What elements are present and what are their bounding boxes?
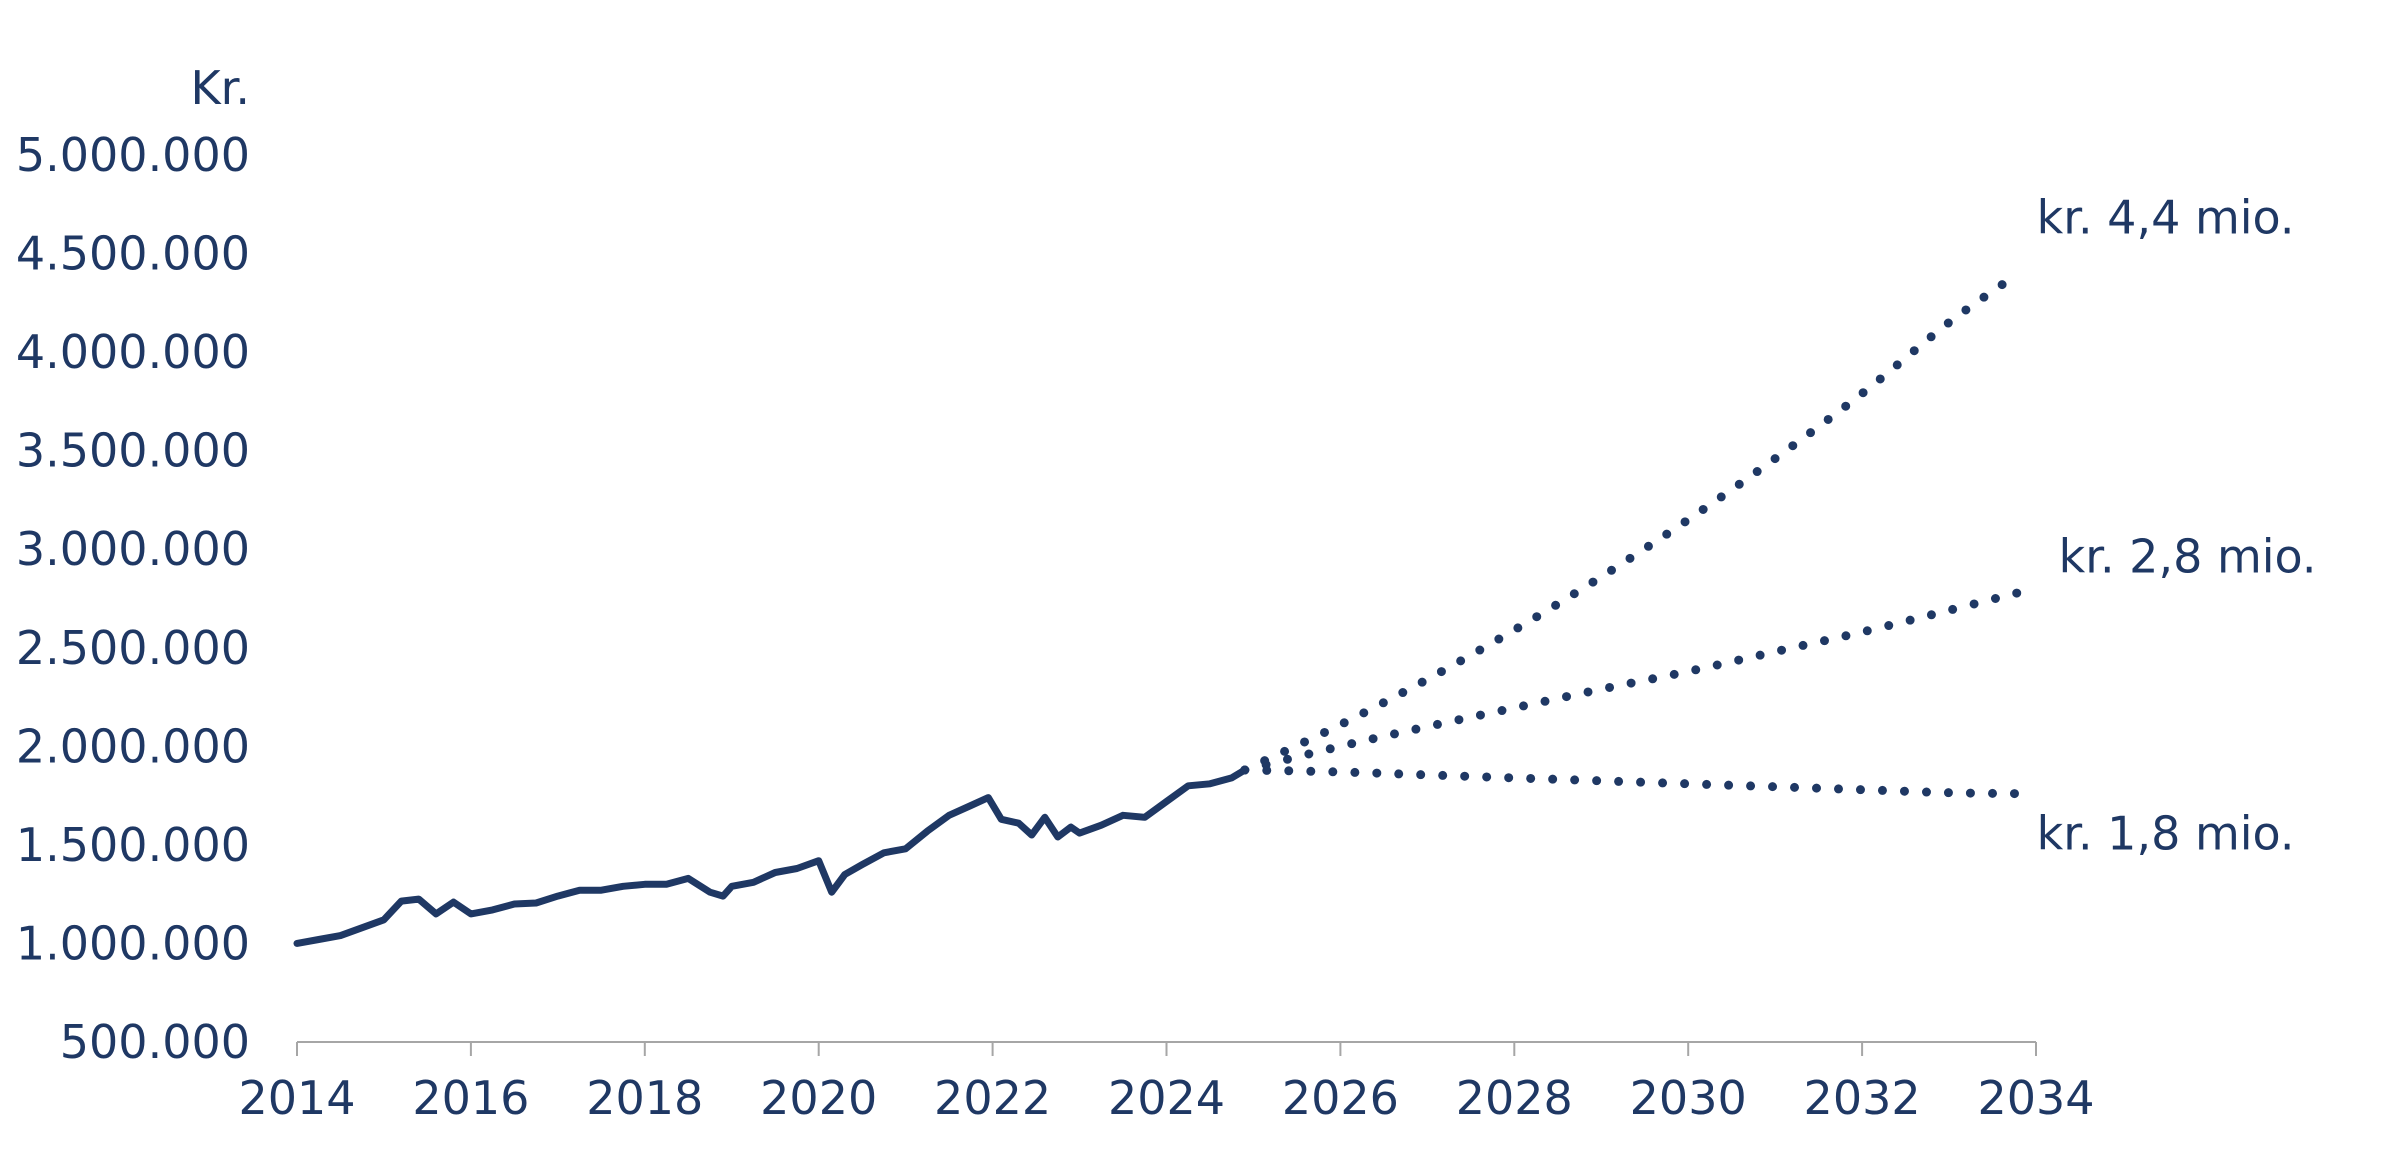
x-tick-label: 2030 (1630, 1071, 1747, 1125)
y-tick-label: 4.000.000 (16, 325, 250, 379)
historical-line (293, 766, 1249, 947)
annotations: kr. 4,4 mio. kr. 2,8 mio. kr. 1,8 mio. (2037, 190, 2317, 860)
end-value-label: kr. 2,8 mio. (2059, 530, 2317, 584)
x-tick-label: 2032 (1804, 1071, 1921, 1125)
x-tick-label: 2022 (934, 1071, 1051, 1125)
axes: 2014 2016 2018 2020 2022 2024 2026 2028 2030 2032… (16, 61, 2095, 1125)
forecast-line (1240, 588, 2024, 775)
x-tick-label: 2014 (238, 1071, 355, 1125)
forecast-series (1240, 588, 2024, 775)
y-tick-label: 500.000 (60, 1015, 250, 1069)
x-tick-label: 2020 (760, 1071, 877, 1125)
y-tick-label: 3.500.000 (16, 424, 250, 478)
series-group (293, 268, 2024, 947)
y-tick-label: 2.500.000 (16, 621, 250, 675)
y-tick-label: 3.000.000 (16, 522, 250, 576)
x-tick-label: 2024 (1108, 1071, 1225, 1125)
y-tick-label: 2.000.000 (16, 719, 250, 773)
y-tick-label: 4.500.000 (16, 227, 250, 281)
y-tick-label: 5.000.000 (16, 128, 250, 182)
x-tick-label: 2026 (1282, 1071, 1399, 1125)
forecast-line (1240, 268, 2024, 775)
x-tick-label: 2034 (1977, 1071, 2094, 1125)
end-value-label: kr. 1,8 mio. (2037, 807, 2295, 861)
y-axis-unit-label: Kr. (191, 61, 250, 115)
end-value-label: kr. 4,4 mio. (2037, 190, 2295, 244)
forecast-series (1240, 765, 2024, 799)
forecast-line (1240, 765, 2024, 799)
forecast-series (1240, 268, 2024, 775)
x-tick-label: 2018 (586, 1071, 703, 1125)
x-tick-label: 2016 (412, 1071, 529, 1125)
x-tick-label: 2028 (1456, 1071, 1573, 1125)
historical-series (293, 766, 1249, 947)
y-tick-label: 1.500.000 (16, 818, 250, 872)
y-tick-label: 1.000.000 (16, 916, 250, 970)
